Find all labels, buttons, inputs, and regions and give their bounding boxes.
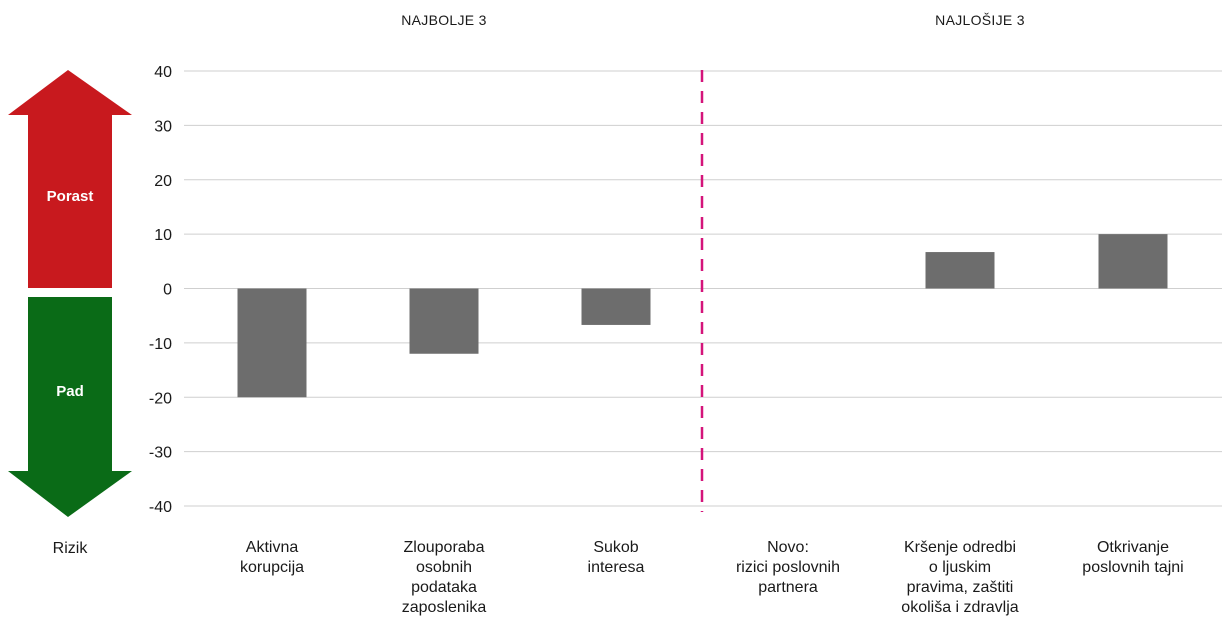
bar: [237, 288, 307, 398]
decrease-arrow: [8, 297, 132, 517]
y-tick-label: -20: [149, 390, 172, 407]
y-tick-label: 40: [154, 64, 172, 81]
risk-axis-label: Rizik: [53, 540, 89, 557]
increase-label: Porast: [47, 188, 94, 205]
category-label: Novo: rizici poslovnih partnera: [736, 539, 840, 596]
category-label-line: osobnih: [416, 559, 472, 576]
category-label-line: Sukob: [593, 539, 638, 556]
category-labels: Aktivna korupcija Zlouporaba osobnih podatak…: [240, 539, 1184, 616]
category-label-line: podataka: [411, 579, 477, 596]
y-tick-label: -10: [149, 336, 172, 353]
group-label-best: NAJBOLJE 3: [401, 12, 486, 28]
category-label-line: rizici poslovnih: [736, 559, 840, 576]
category-label-line: Otkrivanje: [1097, 539, 1169, 556]
y-tick-label: -30: [149, 445, 172, 462]
bar: [581, 288, 651, 325]
decrease-label: Pad: [56, 383, 84, 400]
y-tick-label: 0: [163, 282, 172, 299]
category-label-line: okoliša i zdravlja: [901, 599, 1018, 616]
y-tick-label: 30: [154, 118, 172, 135]
group-label-worst: NAJLOŠIJE 3: [935, 12, 1025, 28]
bar: [925, 252, 995, 289]
category-label: Zlouporaba osobnih podataka zaposlenika: [402, 539, 487, 616]
category-label-line: interesa: [588, 559, 645, 576]
y-tick-label: 10: [154, 227, 172, 244]
category-label: Kršenje odredbi o ljuskim pravima, zaštiti…: [901, 539, 1018, 616]
category-label-line: korupcija: [240, 559, 304, 576]
category-label-line: Zlouporaba: [404, 539, 485, 556]
bars: [237, 234, 1168, 398]
category-label-line: Kršenje odredbi: [904, 539, 1016, 556]
category-label: Aktivna korupcija: [240, 539, 304, 576]
bar: [409, 288, 479, 354]
risk-arrow: Porast Pad: [8, 70, 132, 517]
increase-arrow: [8, 70, 132, 288]
category-label: Otkrivanje poslovnih tajni: [1082, 539, 1183, 576]
bar: [1098, 234, 1168, 289]
category-label-line: poslovnih tajni: [1082, 559, 1183, 576]
category-label-line: partnera: [758, 579, 818, 596]
y-tick-label: -40: [149, 499, 172, 516]
category-label-line: Aktivna: [246, 539, 299, 556]
category-label-line: zaposlenika: [402, 599, 487, 616]
y-tick-label: 20: [154, 173, 172, 190]
category-label-line: o ljuskim: [929, 559, 991, 576]
category-label: Sukob interesa: [588, 539, 645, 576]
category-label-line: pravima, zaštiti: [907, 579, 1014, 596]
y-axis-ticks: 40 30 20 10 0 -10 -20 -30 -40: [149, 64, 172, 516]
category-label-line: Novo:: [767, 539, 809, 556]
